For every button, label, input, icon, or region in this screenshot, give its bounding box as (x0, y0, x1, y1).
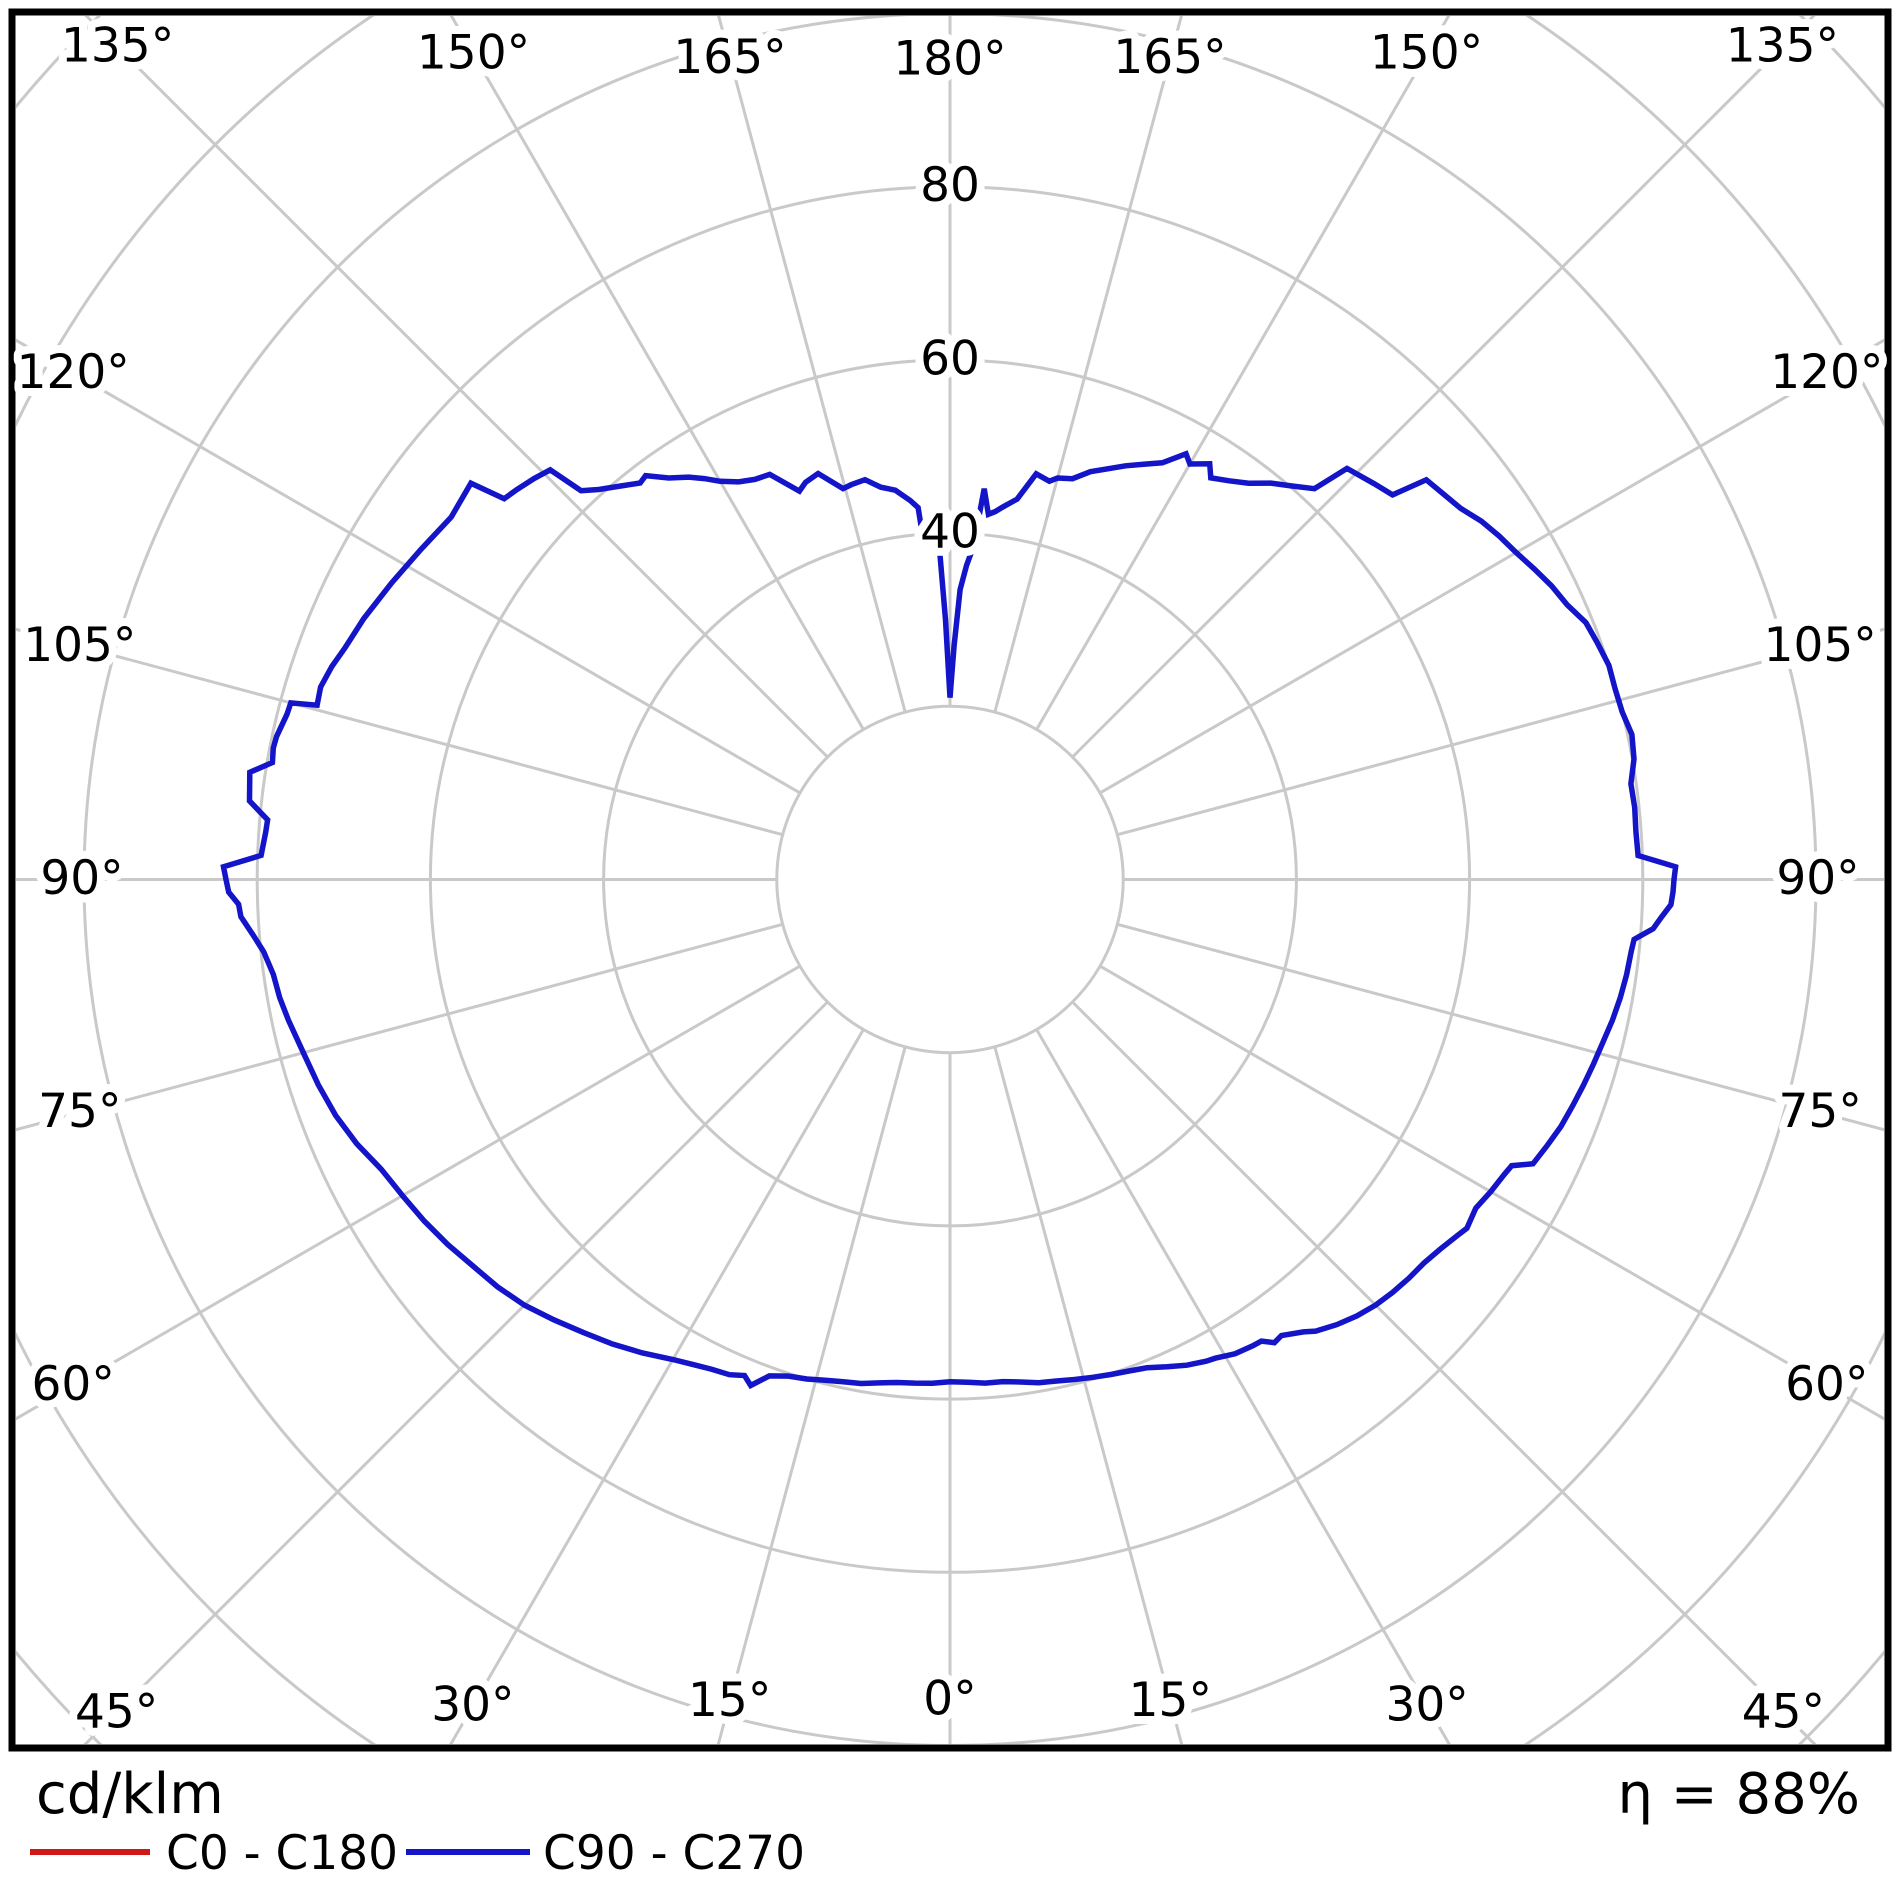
angle-tick-label: 75° (38, 1084, 121, 1139)
angle-tick-label: 165° (1113, 30, 1226, 85)
angle-tick-label: 60° (1785, 1357, 1868, 1412)
plot-frame (8, 8, 1892, 1752)
radial-tick-label: 40 (920, 505, 980, 560)
legend-line-c90-c270-icon (406, 1849, 530, 1855)
angle-tick-label: 90° (40, 851, 123, 906)
grid-ray (16, 964, 801, 1421)
angle-tick-label: 15° (1129, 1673, 1212, 1728)
intensity-curve (220, 450, 1679, 1390)
grid-ray (449, 16, 865, 731)
grid-ray (449, 1028, 865, 1744)
grid-ray (1035, 16, 1451, 731)
grid-ray (1099, 964, 1884, 1421)
unit-label: cd/klm (36, 1762, 224, 1827)
angle-tick-label: 75° (1779, 1084, 1862, 1139)
angle-tick-label: 30° (1385, 1677, 1468, 1732)
grid-ray (16, 338, 801, 795)
grid-ray (1071, 16, 1816, 759)
legend-line-c0-c180-icon (30, 1849, 150, 1855)
angle-tick-label: 165° (673, 30, 786, 85)
radial-tick-label: 80 (920, 158, 980, 213)
angle-tick-label: 30° (431, 1677, 514, 1732)
angle-tick-label: 135° (61, 19, 174, 74)
angle-tick-label: 150° (417, 26, 530, 81)
angle-tick-label: 105° (23, 618, 136, 673)
grid-ray (1099, 338, 1884, 795)
angle-tick-label: 45° (75, 1684, 158, 1739)
legend-label-c0-c180: C0 - C180 (166, 1826, 399, 1881)
grid-ray (1035, 1028, 1451, 1744)
grid-ray (16, 627, 784, 837)
grid-ray (1116, 922, 1884, 1132)
grid-ray (83, 1000, 829, 1744)
grid-ray (993, 16, 1183, 713)
angle-tick-label: 150° (1370, 26, 1483, 81)
grid-ray (1116, 627, 1884, 837)
radial-tick-label: 60 (920, 331, 980, 386)
angle-tick-label: 90° (1776, 851, 1859, 906)
angle-tick-label: 120° (17, 345, 130, 400)
grid-ray (1071, 1000, 1817, 1744)
angle-tick-label: 60° (32, 1357, 115, 1412)
efficiency-label: η = 88% (1617, 1762, 1860, 1827)
grid-ray (16, 922, 784, 1132)
grid-ray (993, 1046, 1184, 1744)
grid-ray (717, 16, 907, 713)
angle-tick-label: 180° (893, 32, 1006, 87)
legend-label-c90-c270: C90 - C270 (543, 1826, 805, 1881)
angle-tick-label: 120° (1770, 345, 1883, 400)
angle-tick-label: 0° (923, 1672, 976, 1727)
grid-ray (84, 16, 829, 759)
angle-tick-label: 15° (688, 1673, 771, 1728)
grid-ray (716, 1046, 907, 1744)
angle-tick-label: 135° (1726, 19, 1839, 74)
angle-tick-label: 45° (1742, 1684, 1825, 1739)
angle-tick-label: 105° (1764, 618, 1877, 673)
